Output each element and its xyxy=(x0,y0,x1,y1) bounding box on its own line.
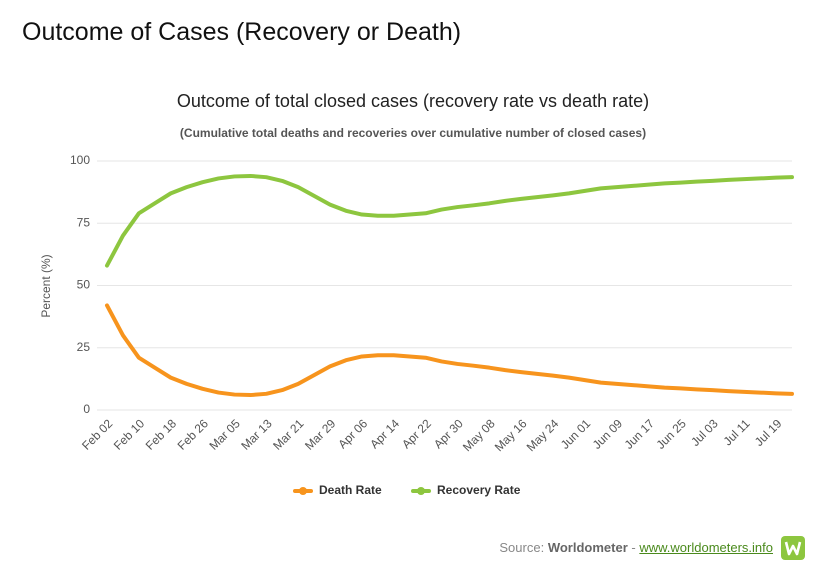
series-line xyxy=(105,173,794,268)
source-name: Worldometer xyxy=(547,540,628,555)
x-tick-label: Jun 25 xyxy=(653,416,689,452)
legend-marker xyxy=(299,487,307,495)
x-tick-label: May 24 xyxy=(524,416,562,454)
y-tick-label: 100 xyxy=(70,153,90,167)
x-tick-label: Mar 21 xyxy=(270,416,307,453)
page-title: Outcome of Cases (Recovery or Death) xyxy=(22,18,462,46)
x-tick-label: Mar 13 xyxy=(238,416,275,453)
x-tick-label: Jul 11 xyxy=(721,416,753,448)
legend-marker xyxy=(417,487,425,495)
x-tick-label: Feb 10 xyxy=(111,416,148,453)
x-tick-label: Mar 29 xyxy=(302,416,339,453)
source: Source: Worldometer - www.worldometers.i… xyxy=(499,540,773,555)
x-tick-label: Feb 18 xyxy=(143,416,180,453)
y-tick-label: 25 xyxy=(77,340,91,354)
x-tick-label: May 08 xyxy=(460,416,498,454)
source-separator: - xyxy=(631,540,636,555)
y-axis-label: Percent (%) xyxy=(39,254,53,317)
x-tick-label: Feb 26 xyxy=(175,416,212,453)
x-tick-label: Mar 05 xyxy=(206,416,243,453)
x-tick-label: Apr 14 xyxy=(367,416,402,451)
y-tick-label: 0 xyxy=(83,402,90,416)
x-tick-label: Feb 02 xyxy=(79,416,116,453)
logo xyxy=(781,536,805,560)
y-tick-label: 50 xyxy=(77,278,91,292)
x-tick-label: Jun 01 xyxy=(558,416,594,452)
x-tick-label: Apr 22 xyxy=(399,416,434,451)
x-tick-label: Apr 06 xyxy=(335,416,370,451)
x-tick-label: Jul 19 xyxy=(752,416,785,449)
x-tick-label: May 16 xyxy=(492,416,530,454)
legend-label: Death Rate xyxy=(319,483,382,497)
x-tick-label: Jun 09 xyxy=(590,416,626,452)
legend-label: Recovery Rate xyxy=(437,483,521,497)
y-tick-label: 75 xyxy=(77,215,91,229)
chart-title: Outcome of total closed cases (recovery … xyxy=(177,91,649,111)
x-tick-label: Jul 03 xyxy=(688,416,721,449)
x-tick-label: Jun 17 xyxy=(622,416,658,452)
series-line xyxy=(105,303,794,398)
source-link[interactable]: www.worldometers.info xyxy=(639,540,773,555)
source-label: Source: xyxy=(499,540,545,555)
chart-subtitle: (Cumulative total deaths and recoveries … xyxy=(180,126,646,140)
